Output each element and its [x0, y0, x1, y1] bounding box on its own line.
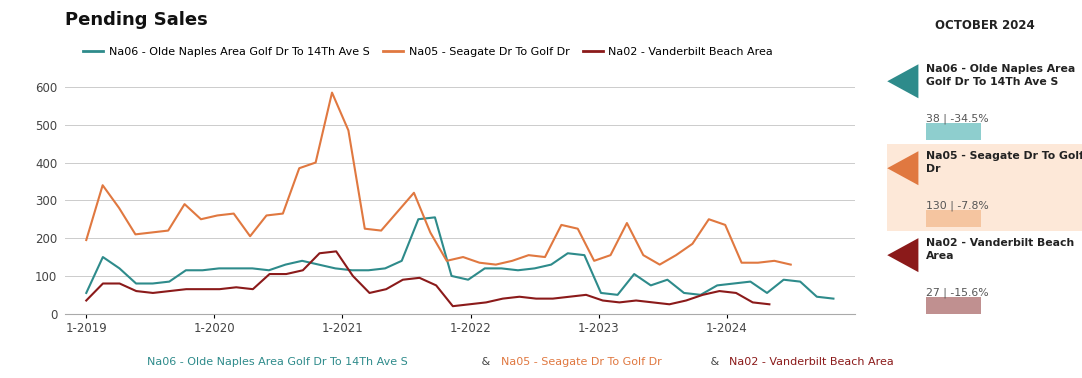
- Text: Na02 - Vanderbilt Beach Area: Na02 - Vanderbilt Beach Area: [728, 357, 894, 367]
- Text: Pending Sales: Pending Sales: [65, 11, 208, 29]
- Polygon shape: [887, 151, 919, 185]
- Text: Na05 - Seagate Dr To Golf Dr: Na05 - Seagate Dr To Golf Dr: [501, 357, 661, 367]
- Text: Na06 - Olde Naples Area
Golf Dr To 14Th Ave S: Na06 - Olde Naples Area Golf Dr To 14Th …: [926, 64, 1076, 87]
- Polygon shape: [887, 238, 919, 272]
- Text: &: &: [478, 357, 494, 367]
- Text: Na06 - Olde Naples Area Golf Dr To 14Th Ave S: Na06 - Olde Naples Area Golf Dr To 14Th …: [147, 357, 408, 367]
- Text: OCTOBER 2024: OCTOBER 2024: [935, 19, 1034, 32]
- Bar: [926, 297, 980, 314]
- Polygon shape: [887, 64, 919, 98]
- Text: Na05 - Seagate Dr To Golf
Dr: Na05 - Seagate Dr To Golf Dr: [926, 151, 1082, 174]
- Bar: [926, 210, 980, 227]
- Bar: [926, 123, 980, 140]
- Text: Na02 - Vanderbilt Beach
Area: Na02 - Vanderbilt Beach Area: [926, 238, 1074, 260]
- Text: 27 | -15.6%: 27 | -15.6%: [926, 287, 989, 298]
- Text: 130 | -7.8%: 130 | -7.8%: [926, 200, 989, 211]
- Text: &: &: [707, 357, 723, 367]
- Text: 38 | -34.5%: 38 | -34.5%: [926, 113, 989, 124]
- Legend: Na06 - Olde Naples Area Golf Dr To 14Th Ave S, Na05 - Seagate Dr To Golf Dr, Na0: Na06 - Olde Naples Area Golf Dr To 14Th …: [79, 43, 778, 62]
- Bar: [887, 144, 1082, 231]
